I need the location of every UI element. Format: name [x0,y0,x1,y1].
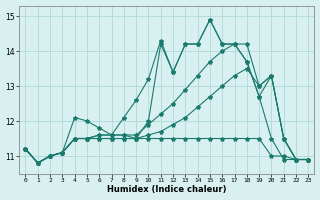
X-axis label: Humidex (Indice chaleur): Humidex (Indice chaleur) [107,185,227,194]
